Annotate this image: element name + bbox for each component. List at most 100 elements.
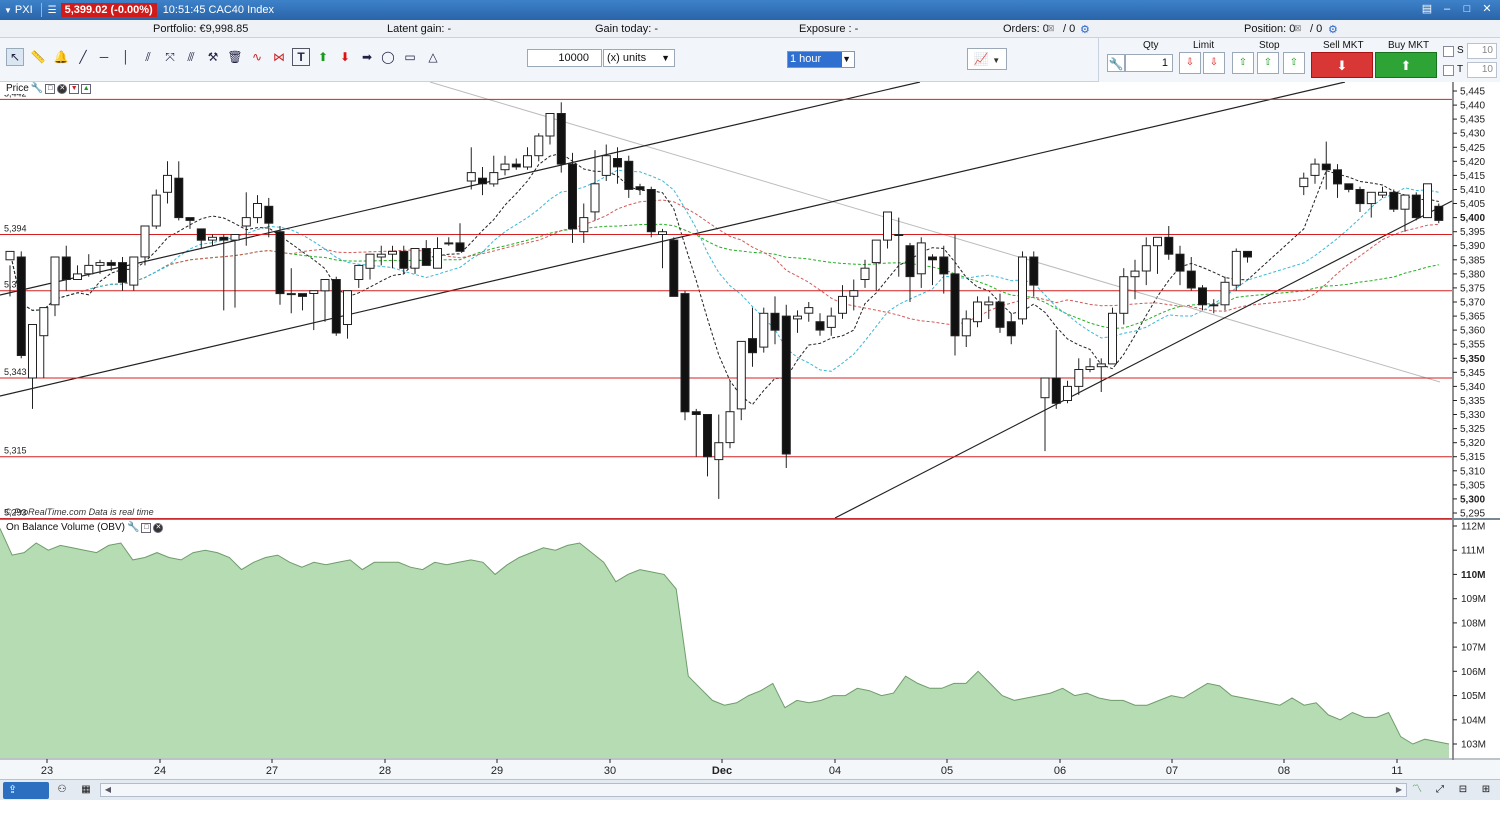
zoom-fit-icon[interactable]: ⤢ bbox=[1436, 784, 1444, 795]
text-tool-icon[interactable]: T bbox=[292, 48, 310, 66]
tools-icon[interactable]: ⚒ bbox=[207, 50, 219, 64]
parallel-lines-icon[interactable]: ⫽ bbox=[145, 50, 151, 64]
price-tick-label: 5,325 bbox=[1460, 424, 1485, 435]
candle-down bbox=[1029, 256, 1039, 286]
chevron-down-icon: ▼ bbox=[842, 54, 851, 64]
move-up-icon[interactable]: ▲ bbox=[81, 83, 92, 94]
support-trendline bbox=[834, 200, 1453, 519]
candle-up bbox=[1108, 312, 1117, 365]
zigzag-icon[interactable]: ∿ bbox=[251, 50, 263, 64]
close-icon[interactable]: ✕ bbox=[57, 83, 68, 94]
candle-down bbox=[939, 256, 949, 275]
stop-sell-button[interactable]: ⇧ bbox=[1257, 52, 1279, 74]
x-axis-label: 06 bbox=[1054, 765, 1066, 777]
fan-lines-icon[interactable]: ⤧ bbox=[165, 50, 175, 64]
trash-icon[interactable]: 🗑 bbox=[227, 50, 243, 64]
candle-up bbox=[1220, 281, 1230, 306]
arrow-up-icon[interactable]: ⬆ bbox=[317, 50, 329, 64]
s-value-input[interactable]: 10 bbox=[1467, 43, 1497, 59]
ruler-icon[interactable]: 📏 bbox=[30, 50, 46, 64]
orders-count: Orders: 0 bbox=[1003, 23, 1049, 35]
scroll-right-icon[interactable]: ▶ bbox=[1395, 785, 1403, 794]
move-down-icon[interactable]: ▼ bbox=[69, 83, 80, 94]
chart-area[interactable]: 5,3945,375,3435,3155,2935,4425,4455,4405… bbox=[0, 81, 1500, 779]
wrench-icon[interactable]: 🔧 bbox=[1107, 54, 1125, 72]
close-icon[interactable]: ✕ bbox=[153, 522, 164, 533]
horizontal-scrollbar[interactable]: ◀ ▶ bbox=[100, 783, 1407, 797]
list-icon[interactable]: ☰ bbox=[47, 4, 57, 16]
candle-up bbox=[1153, 236, 1162, 247]
candle-up bbox=[309, 290, 319, 294]
candle-down bbox=[275, 231, 285, 295]
gears-icon[interactable]: ⚙ bbox=[1080, 24, 1090, 36]
candle-up bbox=[1096, 363, 1106, 368]
arrow-down-icon[interactable]: ⬇ bbox=[339, 50, 351, 64]
upper-trendline bbox=[0, 81, 921, 296]
window-icon[interactable]: □ bbox=[141, 522, 152, 533]
grid-icon[interactable]: ▦ bbox=[81, 784, 91, 795]
minimize-button[interactable]: – bbox=[1443, 3, 1451, 15]
candle-up bbox=[759, 312, 769, 348]
t-checkbox[interactable] bbox=[1443, 65, 1454, 76]
window-icon[interactable]: □ bbox=[45, 83, 56, 94]
window-menu[interactable]: ▼ PXI bbox=[4, 4, 33, 16]
horizontal-line-icon[interactable]: ─ bbox=[99, 50, 109, 64]
gears-icon[interactable]: ⚙ bbox=[1328, 24, 1338, 36]
units-select-value: (x) units bbox=[607, 52, 647, 64]
close-orders-icon[interactable]: ⊠ bbox=[1047, 23, 1055, 33]
wrench-icon[interactable]: 🔧 bbox=[126, 522, 140, 533]
alert-bell-icon[interactable]: 🔔 bbox=[53, 50, 69, 64]
price-tick-label: 5,430 bbox=[1460, 129, 1485, 140]
stop-limit-button[interactable]: ⇧ bbox=[1283, 52, 1305, 74]
candle-down bbox=[669, 239, 679, 297]
buy-market-button[interactable]: ⬆ bbox=[1375, 52, 1437, 78]
maximize-button[interactable]: □ bbox=[1463, 3, 1471, 15]
limit-sell-button[interactable]: ⇩ bbox=[1203, 52, 1225, 74]
candle-down bbox=[1411, 194, 1421, 219]
price-tick-label: 5,420 bbox=[1460, 157, 1485, 168]
channel-icon[interactable]: ⫻ bbox=[187, 50, 195, 64]
share-icon: ⇪ bbox=[8, 784, 18, 796]
candle-up bbox=[1130, 270, 1140, 278]
instrument-name: 10:51:45 CAC40 Index bbox=[162, 4, 274, 16]
zoom-in-icon[interactable]: ⊞ bbox=[1481, 784, 1491, 795]
obv-tick-label: 111M bbox=[1461, 546, 1485, 557]
scroll-left-icon[interactable]: ◀ bbox=[104, 785, 112, 794]
order-qty-input[interactable]: 1 bbox=[1125, 54, 1173, 72]
pattern-icon[interactable]: ⋈ bbox=[273, 50, 285, 64]
arrow-right-icon[interactable]: ➡ bbox=[361, 50, 373, 64]
candle-down bbox=[106, 262, 116, 266]
s-checkbox[interactable] bbox=[1443, 46, 1454, 57]
ellipse-icon[interactable]: ◯ bbox=[381, 50, 395, 64]
stop-buy-button[interactable]: ⇧ bbox=[1232, 52, 1254, 74]
rectangle-icon[interactable]: ▭ bbox=[404, 50, 416, 64]
cursor-icon[interactable]: ↖ bbox=[6, 48, 24, 66]
candle-up bbox=[849, 290, 859, 297]
t-value-input[interactable]: 10 bbox=[1467, 62, 1497, 78]
keyboard-icon[interactable]: ▤ bbox=[1421, 3, 1433, 15]
chart-canvas[interactable]: 5,3945,375,3435,3155,2935,4425,4455,4405… bbox=[0, 81, 1500, 779]
chart-type-button[interactable]: 📈 ▼ bbox=[967, 48, 1007, 70]
price-tick-label: 5,370 bbox=[1460, 298, 1485, 309]
candle-down bbox=[995, 301, 1005, 328]
triangle-icon[interactable]: △ bbox=[428, 50, 438, 64]
timeframe-select[interactable]: 1 hour ▼ bbox=[787, 51, 855, 68]
limit-buy-button[interactable]: ⇩ bbox=[1179, 52, 1201, 74]
glasses-icon[interactable]: ⚇ bbox=[57, 784, 67, 795]
candle-down bbox=[1333, 169, 1342, 185]
candle-up bbox=[1310, 163, 1320, 176]
zoom-out-icon[interactable]: ⊟ bbox=[1458, 784, 1468, 795]
portfolio-value: Portfolio: €9,998.85 bbox=[153, 23, 249, 35]
candle-down bbox=[219, 236, 229, 241]
sell-market-button[interactable]: ⬇ bbox=[1311, 52, 1373, 78]
close-positions-icon[interactable]: ⊠ bbox=[1294, 23, 1302, 33]
trendline-icon[interactable]: ╱ bbox=[79, 50, 87, 64]
candle-down bbox=[1164, 236, 1174, 255]
vertical-line-icon[interactable]: │ bbox=[122, 50, 130, 64]
wrench-icon[interactable]: 🔧 bbox=[30, 83, 44, 94]
quantity-input[interactable]: 10000 bbox=[527, 49, 602, 67]
close-button[interactable]: ✕ bbox=[1482, 3, 1492, 15]
units-select[interactable]: (x) units ▼ bbox=[603, 49, 675, 67]
chart-style-icon[interactable]: 〽 bbox=[1412, 784, 1422, 795]
share-button[interactable]: ⇪ Share bbox=[3, 782, 49, 813]
